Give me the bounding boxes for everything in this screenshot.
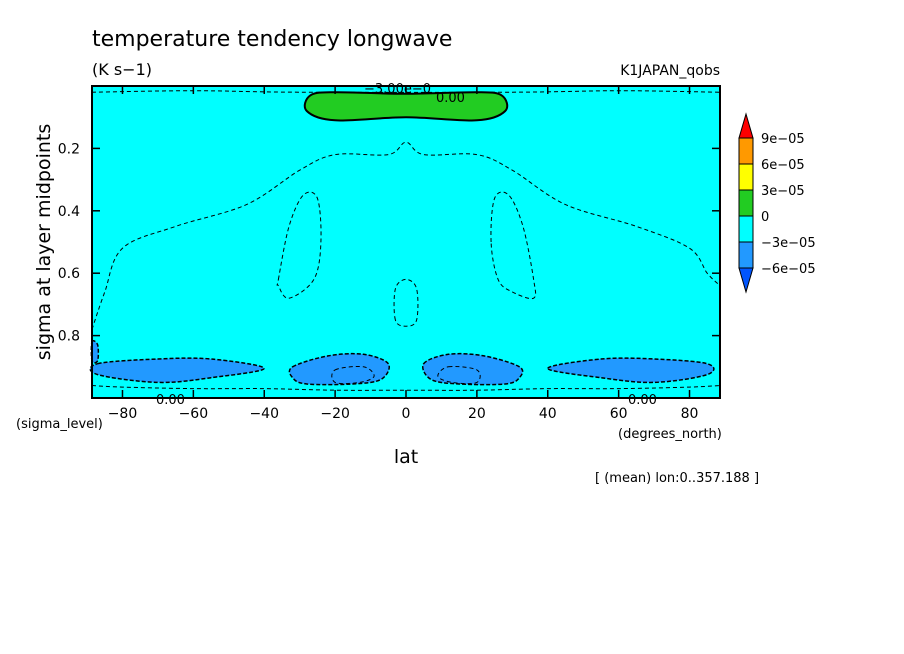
contour-label-top-right: 0.00 (436, 91, 465, 106)
colorbar-segment (738, 163, 754, 191)
plot-area: −80 −60 −40 −20 0 20 40 60 80 0.2 0.4 0.6 0.8 (58, 85, 721, 422)
plot-background (92, 86, 720, 398)
colorbar-segment (738, 215, 754, 243)
y-axis-label: sigma at layer midpoints (33, 124, 55, 360)
colorbar-top-arrow (738, 112, 754, 139)
x-tick-label: 0 (402, 406, 411, 422)
x-tick-label: 60 (610, 406, 628, 422)
dashed-contour-4 (331, 365, 375, 385)
filled-region-3 (422, 352, 524, 386)
x-tick-label: 20 (468, 406, 486, 422)
dashed-contour-1 (276, 191, 322, 299)
x-unit-label: (degrees_north) (618, 427, 722, 442)
colorbar-label: 9e−05 (761, 132, 805, 147)
x-axis-label: lat (394, 446, 418, 468)
dashed-contour-5 (437, 365, 481, 385)
dashed-contours (91, 90, 721, 391)
y-unit-label: (sigma_level) (16, 417, 103, 432)
colorbar: 9e−05 6e−05 3e−05 0 −3e−05 −6e−05 (738, 112, 816, 294)
dashed-contour-6 (91, 385, 721, 391)
contour-label-bottom-left: 0.00 (156, 393, 185, 408)
colorbar-label: 0 (761, 210, 769, 225)
y-axis-ticks: 0.2 0.4 0.6 0.8 (58, 141, 720, 345)
contour-label-top-left: −3.00e−0 (364, 82, 431, 97)
y-tick-label: 0.6 (58, 266, 80, 282)
x-tick-label: 80 (681, 406, 699, 422)
y-tick-label: 0.2 (58, 141, 80, 157)
colorbar-label: −6e−05 (761, 262, 816, 277)
y-tick-label: 0.4 (58, 204, 80, 220)
chart-units: (K s−1) (92, 60, 152, 79)
colorbar-segment (738, 137, 754, 165)
x-tick-label: −20 (320, 406, 350, 422)
colorbar-bottom-arrow (738, 267, 754, 294)
filled-region-1 (89, 357, 265, 384)
colorbar-label: −3e−05 (761, 236, 816, 251)
dashed-contour-3 (393, 278, 419, 327)
x-tick-label: −40 (249, 406, 279, 422)
x-tick-label: −60 (179, 406, 209, 422)
filled-region-4 (547, 357, 715, 384)
filled-region-2 (288, 352, 390, 386)
contour-label-bottom-right: 0.00 (628, 393, 657, 408)
y-tick-label: 0.8 (58, 329, 80, 345)
mean-note: [ (mean) lon:0..357.188 ] (595, 471, 759, 486)
dataset-label: K1JAPAN_qobs (620, 63, 720, 79)
colorbar-segment (738, 241, 754, 269)
chart-title: temperature tendency longwave (92, 27, 452, 52)
contour-labels: −3.00e−0 0.00 0.00 0.00 (156, 82, 657, 408)
dashed-contour-2 (490, 191, 537, 300)
colorbar-segment (738, 189, 754, 217)
colorbar-label: 3e−05 (761, 184, 805, 199)
colorbar-label: 6e−05 (761, 158, 805, 173)
filled-region-0 (303, 91, 509, 122)
x-tick-label: −80 (108, 406, 138, 422)
x-axis-ticks: −80 −60 −40 −20 0 20 40 60 80 (108, 86, 699, 422)
x-tick-label: 40 (539, 406, 557, 422)
